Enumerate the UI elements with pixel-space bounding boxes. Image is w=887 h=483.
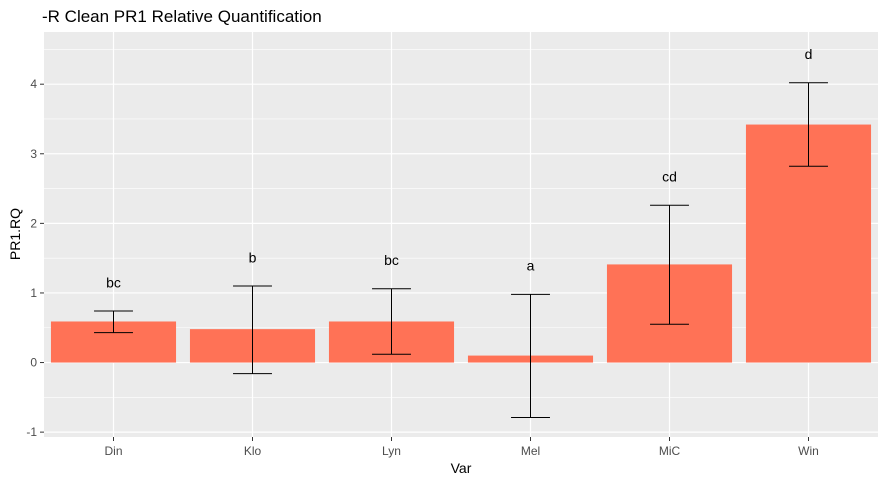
significance-letters: bc b bc a cd d bbox=[106, 46, 812, 290]
y-axis-title: PR1.RQ bbox=[7, 208, 23, 260]
y-tick-label: 2 bbox=[30, 216, 37, 230]
group-label-klo: b bbox=[249, 249, 257, 265]
y-tick-label: 1 bbox=[30, 286, 37, 300]
chart-title: -R Clean PR1 Relative Quantification bbox=[42, 7, 322, 26]
grid-lines bbox=[44, 32, 878, 437]
x-tick-label: Din bbox=[104, 444, 122, 458]
group-label-mic: cd bbox=[662, 169, 677, 185]
x-tick-label: MiC bbox=[659, 444, 681, 458]
x-axis-ticks: Din Klo Lyn Mel MiC Win bbox=[104, 437, 819, 458]
x-tick-label: Lyn bbox=[382, 444, 401, 458]
x-tick-label: Klo bbox=[244, 444, 262, 458]
x-tick-label: Mel bbox=[521, 444, 540, 458]
x-axis-title: Var bbox=[451, 460, 472, 476]
plot-panel bbox=[44, 32, 878, 437]
y-tick-label: 4 bbox=[30, 77, 37, 91]
group-label-lyn: bc bbox=[384, 252, 399, 268]
group-label-win: d bbox=[805, 46, 813, 62]
y-tick-label: 3 bbox=[30, 147, 37, 161]
error-bars bbox=[94, 82, 828, 419]
group-label-mel: a bbox=[527, 258, 535, 274]
y-tick-label: 0 bbox=[30, 356, 37, 370]
group-label-din: bc bbox=[106, 274, 121, 290]
x-tick-label: Win bbox=[798, 444, 819, 458]
y-tick-label: -1 bbox=[26, 425, 37, 439]
y-axis-ticks: -1 0 1 2 3 4 bbox=[26, 77, 44, 439]
